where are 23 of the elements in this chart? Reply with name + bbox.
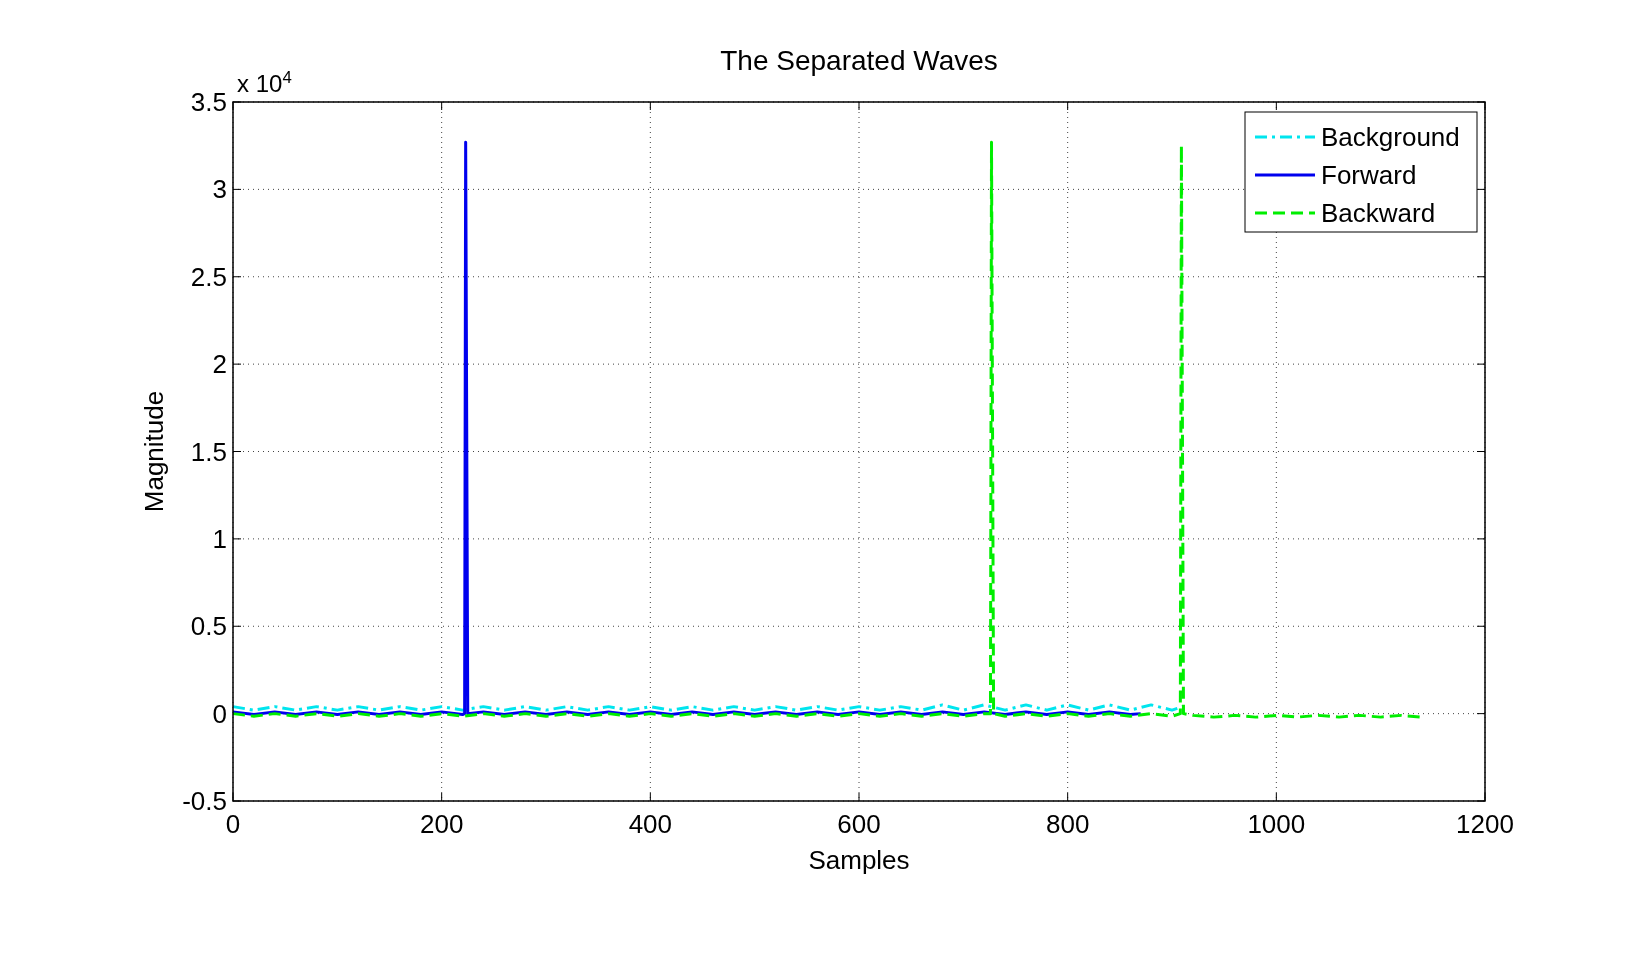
text: x 10$^{4}$ (237, 67, 292, 97)
chart-title: The Separated Waves (720, 45, 998, 76)
x-tick-label: 1000 (1247, 809, 1306, 839)
x-axis-title: Samples (808, 845, 910, 875)
line-series (231, 140, 1143, 716)
y-tick-label: 2.5 (190, 261, 227, 292)
y-tick-label: 1.5 (190, 436, 227, 467)
x-tick-label: 800 (1045, 809, 1090, 839)
y-tick-label: 3.5 (190, 87, 227, 117)
x-tick-label: 600 (837, 809, 881, 839)
y-tick-label: 1 (212, 523, 227, 554)
x-tick-label: 1200 (1456, 809, 1514, 839)
x-tick-label: 200 (419, 809, 464, 839)
legend-label: Forward (1321, 160, 1417, 190)
y-tick-label: 2 (212, 349, 227, 380)
y-axis-title: Magnitude (139, 390, 169, 513)
legend-label: Background (1321, 122, 1460, 152)
y-tick-label: 0 (212, 698, 227, 729)
x-tick-label: 400 (628, 809, 673, 839)
legend-label: Backward (1321, 198, 1436, 228)
y-tick-label: 0.5 (190, 611, 227, 642)
y-tick-label: -0.5 (182, 786, 227, 816)
y-tick-label: 3 (212, 174, 227, 205)
